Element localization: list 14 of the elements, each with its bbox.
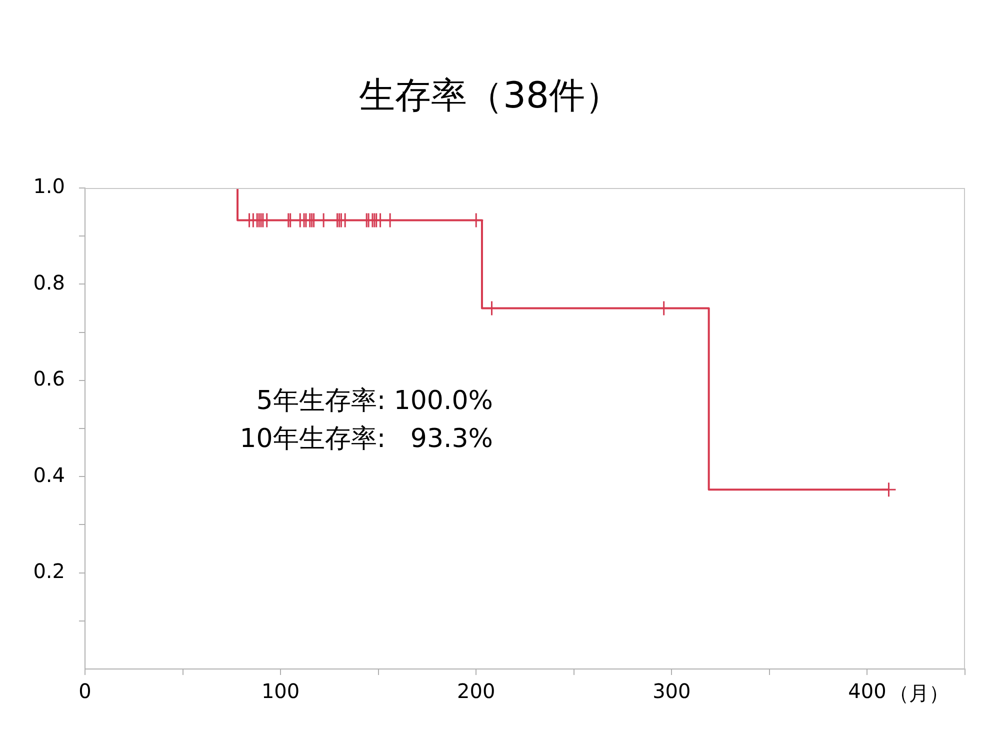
x-tick-label: 300 — [652, 679, 691, 704]
annotation: 10年生存率: 93.3% — [240, 424, 493, 454]
y-tick-label: 1.0 — [33, 174, 65, 198]
x-tick-label: 100 — [261, 679, 300, 704]
y-tick-label: 0.2 — [33, 559, 65, 584]
x-tick-label: 400 — [848, 679, 886, 704]
y-tick-label: 0.8 — [33, 270, 65, 294]
annotation: 5年生存率: 100.0% — [256, 386, 493, 416]
x-tick-label: 0 — [78, 679, 92, 704]
x-tick-label: 200 — [457, 679, 496, 704]
y-tick-label: 0.6 — [33, 366, 65, 391]
x-axis-title: （月） — [889, 681, 950, 706]
y-tick-label: 0.4 — [33, 462, 65, 487]
chart-title: 生存率（38件） — [359, 75, 621, 116]
